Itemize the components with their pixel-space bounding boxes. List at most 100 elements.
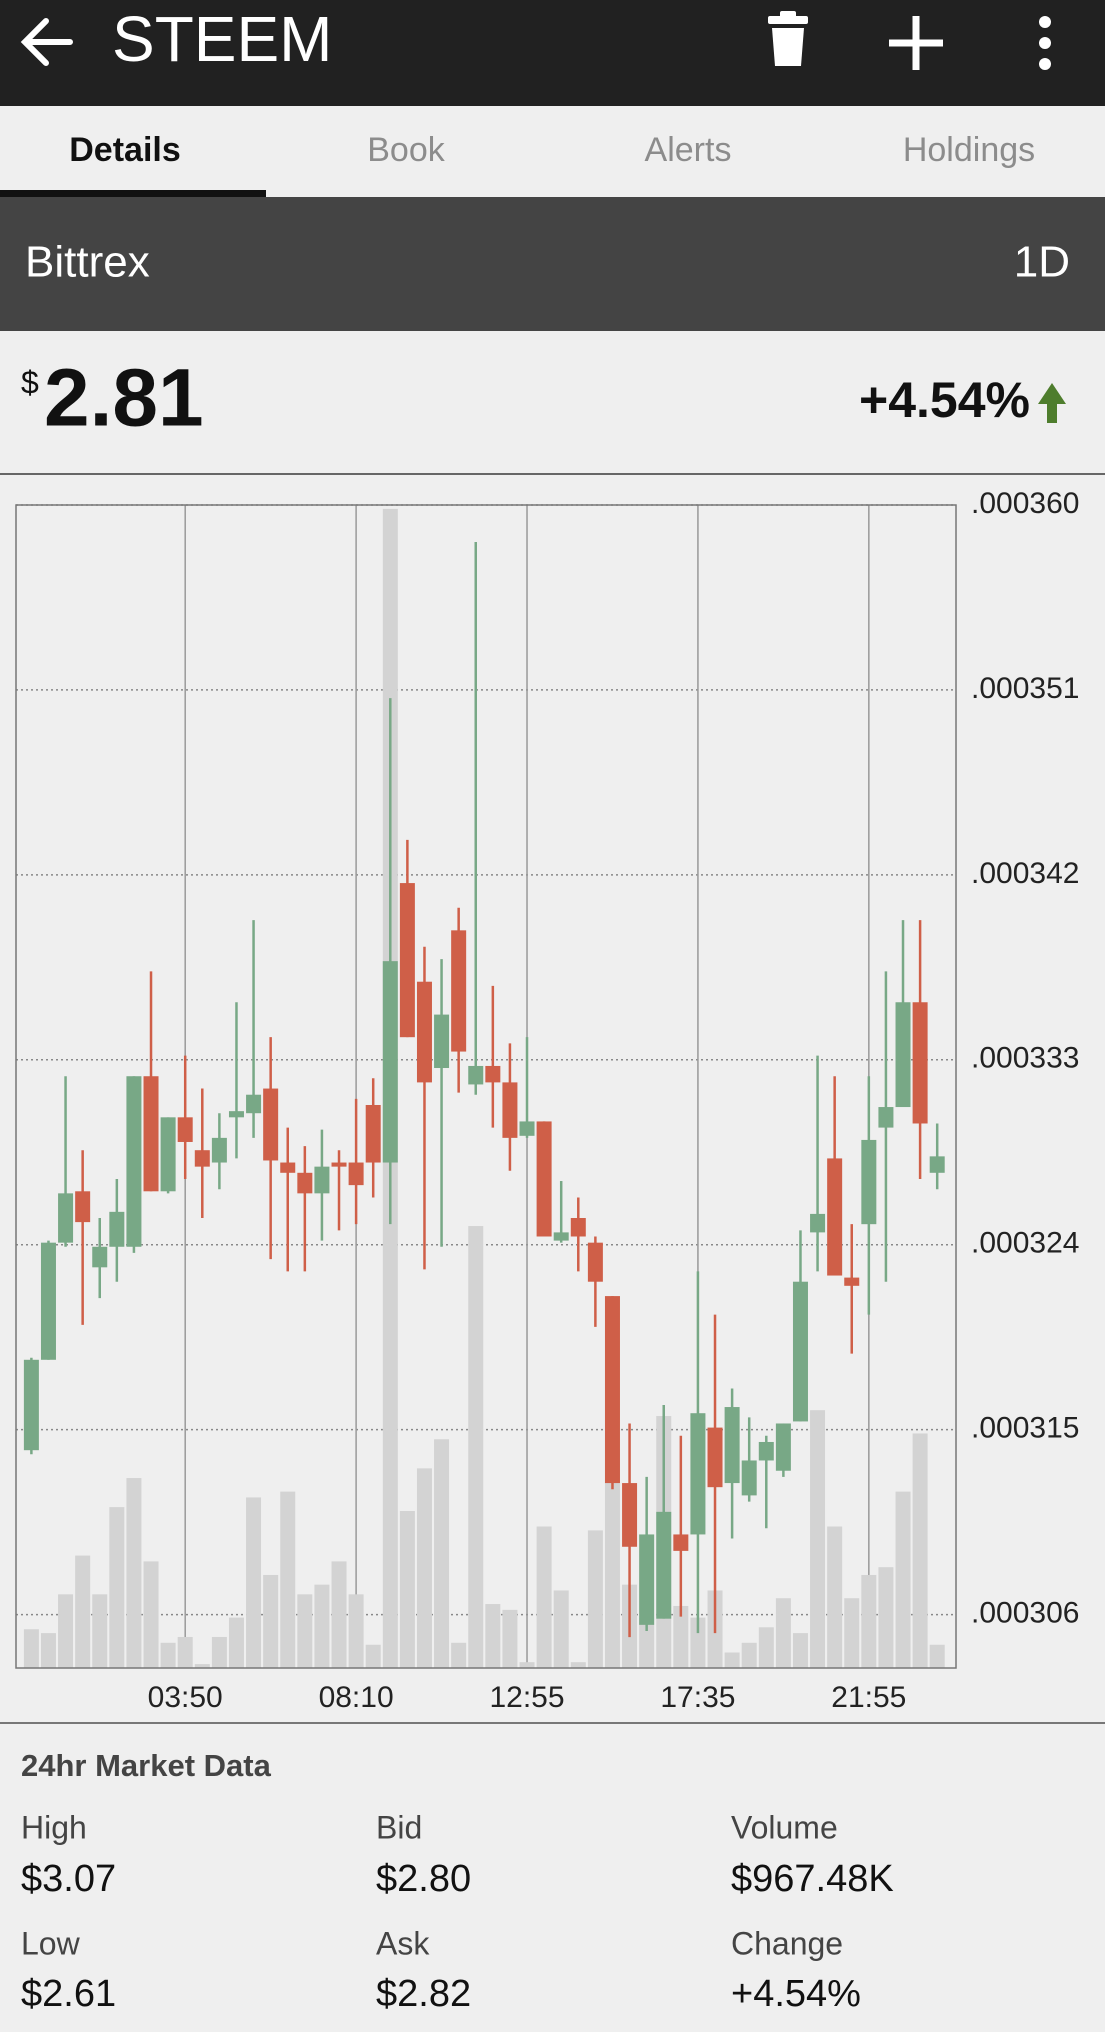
y-tick-label: .000360: [971, 487, 1079, 520]
candle-body: [519, 1121, 535, 1136]
candle-body: [810, 1213, 826, 1233]
volume-bar: [297, 1594, 313, 1668]
candle-body: [40, 1242, 56, 1360]
volume-bar: [827, 1526, 843, 1668]
stat-label: Volume: [731, 1809, 838, 1845]
volume-bar: [211, 1636, 227, 1668]
up-arrow: [1038, 383, 1066, 423]
candle-body: [126, 1076, 142, 1247]
candle-body: [382, 961, 398, 1163]
delete-button[interactable]: [768, 11, 808, 66]
y-tick-label: .000315: [971, 1412, 1079, 1445]
volume-bar: [280, 1491, 296, 1668]
volume-bar: [741, 1642, 757, 1668]
exchange-name[interactable]: Bittrex: [25, 238, 150, 287]
x-tick-label: 17:35: [660, 1681, 735, 1714]
volume-bar: [92, 1594, 108, 1668]
candle-body: [844, 1277, 860, 1286]
candle-body: [724, 1407, 740, 1484]
period[interactable]: 1D: [1014, 238, 1070, 287]
candle-body: [194, 1150, 210, 1167]
volume-bar: [314, 1584, 330, 1668]
volume-bar: [177, 1636, 193, 1668]
volume-bar: [485, 1604, 501, 1668]
menu-button[interactable]: [1039, 16, 1051, 70]
volume-bar: [861, 1574, 877, 1668]
candle-body: [929, 1156, 945, 1173]
x-tick-label: 21:55: [831, 1681, 906, 1714]
candle-body: [468, 1065, 484, 1085]
tab[interactable]: Alerts: [645, 131, 732, 169]
stat-label: Ask: [376, 1925, 430, 1961]
volume-bar: [810, 1410, 826, 1668]
candle-body: [502, 1082, 518, 1138]
tab-bar: [0, 106, 1105, 197]
stat-value: $2.80: [376, 1858, 471, 1900]
candle-body: [536, 1121, 552, 1237]
candle-body: [673, 1534, 689, 1551]
candle-body: [878, 1107, 894, 1128]
volume-bar: [451, 1642, 467, 1668]
volume-bar: [331, 1561, 347, 1668]
exchange-bar: [0, 197, 1105, 331]
volume-bar: [194, 1664, 210, 1668]
plot-frame: [15, 504, 957, 1669]
candle-body: [143, 1076, 159, 1192]
stat-label: Low: [21, 1925, 81, 1961]
back-button[interactable]: [20, 18, 73, 66]
candle-body: [75, 1191, 91, 1223]
volume-bar: [365, 1644, 381, 1668]
volume-bar: [553, 1590, 569, 1668]
candle-body: [827, 1158, 843, 1276]
x-tick-label: 08:10: [319, 1681, 394, 1714]
candle-body: [434, 1014, 450, 1069]
y-tick-label: .000342: [971, 857, 1079, 890]
candle-body: [690, 1413, 706, 1535]
add-button[interactable]: [889, 16, 943, 70]
volume-bar: [519, 1662, 535, 1668]
volume-bar: [468, 1226, 484, 1668]
stat-value: $2.61: [21, 1973, 116, 2015]
currency-symbol: $: [21, 364, 39, 400]
volume-bar: [724, 1652, 740, 1668]
candle-body: [160, 1117, 176, 1192]
candle-body: [280, 1162, 296, 1173]
candle-body: [23, 1359, 39, 1451]
candle-body: [553, 1232, 569, 1241]
candle-body: [707, 1427, 723, 1488]
volume-bar: [536, 1526, 552, 1668]
candle-body: [228, 1111, 244, 1118]
volume-bar: [502, 1609, 518, 1668]
candle-body: [570, 1218, 586, 1237]
candle-body: [775, 1423, 791, 1471]
tab[interactable]: Holdings: [903, 131, 1035, 169]
volume-bar: [570, 1662, 586, 1668]
volume-bar: [690, 1617, 706, 1668]
volume-bar: [416, 1468, 432, 1668]
candle-body: [485, 1065, 501, 1083]
candle-body: [399, 883, 415, 1038]
y-tick-label: .000324: [971, 1227, 1079, 1260]
candle-body: [109, 1211, 125, 1247]
volume-bar: [348, 1594, 364, 1668]
tab[interactable]: Book: [367, 131, 445, 169]
candle-body: [741, 1460, 757, 1496]
x-tick-label: 03:50: [148, 1681, 223, 1714]
candle-body: [758, 1441, 774, 1461]
volume-bar: [263, 1574, 279, 1668]
tab[interactable]: Details: [69, 131, 181, 169]
volume-bar: [758, 1627, 774, 1668]
candle-body: [895, 1002, 911, 1108]
volume-bar: [878, 1567, 894, 1668]
candle-body: [246, 1094, 262, 1114]
volume-bar: [895, 1491, 911, 1668]
candlestick-chart: .000306 .000315 .000324 .000333 .000342 .0003…: [15, 487, 1079, 1714]
candle-body: [348, 1162, 364, 1186]
volume-bar: [246, 1497, 262, 1668]
volume-bar: [775, 1598, 791, 1668]
candle-body: [416, 981, 432, 1083]
candle-body: [58, 1193, 74, 1243]
volume-bar: [228, 1617, 244, 1668]
price: 2.81: [44, 353, 204, 444]
stat-label: High: [21, 1809, 87, 1845]
